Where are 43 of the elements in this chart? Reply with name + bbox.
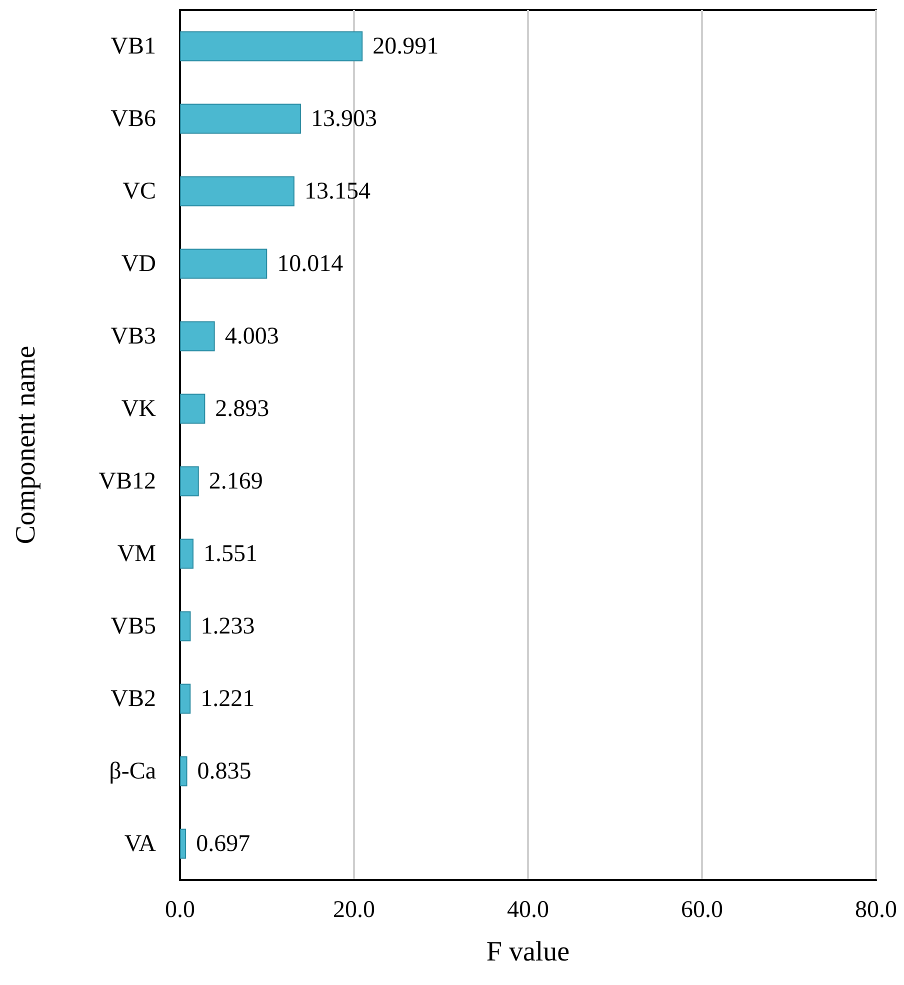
data-label: 1.551 <box>203 540 258 567</box>
y-axis-title: Component name <box>10 346 42 544</box>
x-tick-label: 0.0 <box>165 897 195 923</box>
y-tick-label: VA <box>124 830 157 857</box>
bar <box>180 394 206 424</box>
y-tick-label: β-Ca <box>109 758 156 784</box>
y-tick-label: VB1 <box>110 33 156 60</box>
bar <box>180 756 188 786</box>
bar <box>180 104 301 134</box>
x-tick-label: 80.0 <box>855 897 897 923</box>
data-label: 0.697 <box>196 830 250 857</box>
x-tick-label: 40.0 <box>507 897 549 923</box>
bar <box>180 321 215 352</box>
bar <box>180 31 363 62</box>
data-label: 13.154 <box>304 178 370 204</box>
bar <box>180 828 186 859</box>
bar <box>180 248 268 279</box>
data-label: 13.903 <box>310 106 377 132</box>
data-label: 4.003 <box>224 323 279 350</box>
bar <box>180 466 199 496</box>
y-tick-label: VB5 <box>110 613 156 640</box>
y-tick-label: VB3 <box>110 323 156 350</box>
data-label: 1.221 <box>200 686 255 712</box>
data-label: 20.991 <box>372 33 439 60</box>
y-tick-label: VM <box>117 540 156 567</box>
y-tick-label: VB6 <box>110 106 156 132</box>
bar <box>180 538 194 569</box>
data-label: 0.835 <box>197 758 252 784</box>
data-label: 10.014 <box>277 250 344 277</box>
bar <box>180 176 294 206</box>
y-tick-label: VD <box>121 250 156 277</box>
data-label: 2.893 <box>215 396 270 422</box>
x-tick-label: 60.0 <box>681 897 723 923</box>
y-tick-label: VC <box>122 178 156 204</box>
bar <box>180 611 191 642</box>
y-tick-label: VB2 <box>110 686 156 712</box>
y-tick-label: VK <box>121 396 157 422</box>
data-label: 1.233 <box>200 613 255 640</box>
x-tick-label: 20.0 <box>333 897 375 923</box>
x-axis-title: F value <box>486 936 570 968</box>
data-label: 2.169 <box>208 468 263 494</box>
y-tick-label: VB12 <box>98 468 156 494</box>
bar <box>180 684 191 714</box>
